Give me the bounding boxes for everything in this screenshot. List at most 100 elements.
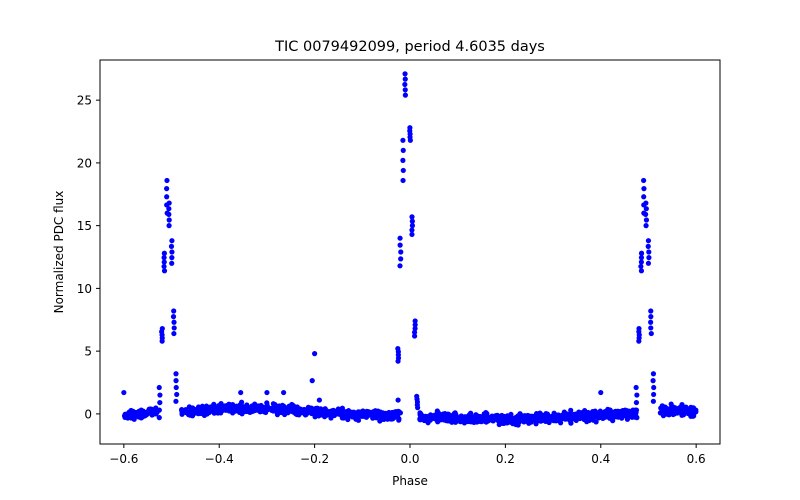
data-point — [412, 333, 418, 339]
data-point — [146, 406, 152, 412]
data-point — [449, 416, 455, 422]
data-point — [643, 217, 650, 223]
x-tick-label: −0.4 — [205, 452, 234, 466]
data-point — [238, 399, 245, 405]
data-point — [395, 346, 401, 352]
data-point — [397, 235, 403, 241]
data-point — [634, 415, 640, 421]
data-point — [171, 325, 177, 331]
data-point — [659, 407, 666, 413]
data-point — [359, 411, 366, 418]
data-point — [466, 416, 472, 422]
data-point — [242, 405, 248, 411]
data-point — [414, 393, 420, 399]
data-point — [508, 411, 514, 418]
x-tick-label: 0.6 — [687, 452, 706, 466]
data-point — [168, 243, 175, 249]
data-point — [238, 389, 244, 396]
data-point — [378, 412, 384, 418]
data-point — [666, 409, 672, 415]
data-point — [409, 227, 415, 233]
data-point — [323, 411, 329, 417]
data-point — [169, 255, 175, 261]
data-point — [398, 249, 404, 255]
data-point — [545, 413, 551, 419]
data-point — [402, 87, 408, 93]
data-point — [400, 177, 406, 184]
data-point — [127, 413, 134, 419]
data-point — [489, 413, 495, 419]
data-point — [400, 157, 406, 163]
data-point — [402, 76, 408, 82]
data-point — [166, 223, 172, 229]
y-axis-ticks: 0 5 10 15 20 25 — [77, 94, 100, 421]
data-point — [397, 263, 403, 269]
data-point — [251, 408, 257, 414]
data-point — [402, 92, 408, 98]
data-point — [275, 406, 282, 412]
data-point — [400, 147, 406, 153]
data-point — [239, 411, 245, 417]
data-point — [641, 177, 647, 184]
data-point — [166, 217, 172, 223]
x-tick-label: −0.6 — [109, 452, 138, 466]
data-point — [456, 418, 462, 424]
data-point — [589, 413, 595, 419]
data-point — [576, 409, 582, 415]
data-point — [599, 414, 605, 421]
data-point — [157, 392, 163, 398]
data-point — [270, 401, 276, 407]
x-tick-label: 0.2 — [496, 452, 515, 466]
data-point — [576, 415, 583, 421]
data-point — [650, 378, 656, 384]
data-point — [420, 414, 426, 420]
data-point — [312, 414, 318, 420]
data-point — [171, 308, 177, 314]
data-point — [407, 125, 413, 131]
data-point — [285, 409, 291, 415]
data-point — [395, 397, 401, 403]
data-point — [646, 255, 652, 261]
data-point — [535, 416, 541, 422]
data-point — [634, 392, 640, 398]
data-point — [384, 413, 391, 420]
data-point — [598, 389, 604, 396]
data-point — [180, 409, 187, 415]
data-point — [520, 415, 526, 421]
data-point — [169, 249, 175, 255]
data-point — [312, 351, 318, 357]
data-point — [190, 409, 196, 415]
data-point — [122, 414, 128, 420]
data-point — [340, 413, 346, 419]
data-point — [169, 238, 175, 244]
data-point — [164, 194, 170, 200]
data-point — [174, 391, 180, 398]
data-point — [305, 407, 312, 413]
data-point — [672, 409, 678, 415]
data-point — [590, 417, 596, 423]
data-point — [400, 167, 406, 174]
data-point — [648, 308, 654, 314]
data-point — [166, 200, 172, 206]
data-point — [582, 413, 588, 420]
data-point — [539, 416, 545, 423]
data-point — [483, 409, 489, 416]
data-point — [173, 384, 179, 391]
data-point — [166, 206, 172, 212]
data-point — [185, 411, 192, 417]
data-point — [264, 389, 270, 396]
data-point — [316, 397, 322, 403]
data-point — [409, 214, 415, 220]
data-point — [633, 384, 639, 391]
data-point — [433, 414, 439, 420]
data-point — [173, 378, 179, 384]
data-point — [677, 408, 683, 414]
data-point — [171, 330, 177, 337]
data-point — [638, 268, 645, 274]
data-point — [633, 407, 640, 413]
data-point — [624, 413, 630, 419]
data-point — [643, 211, 649, 217]
data-point — [638, 250, 645, 256]
data-point — [445, 411, 451, 417]
data-point — [409, 231, 415, 238]
